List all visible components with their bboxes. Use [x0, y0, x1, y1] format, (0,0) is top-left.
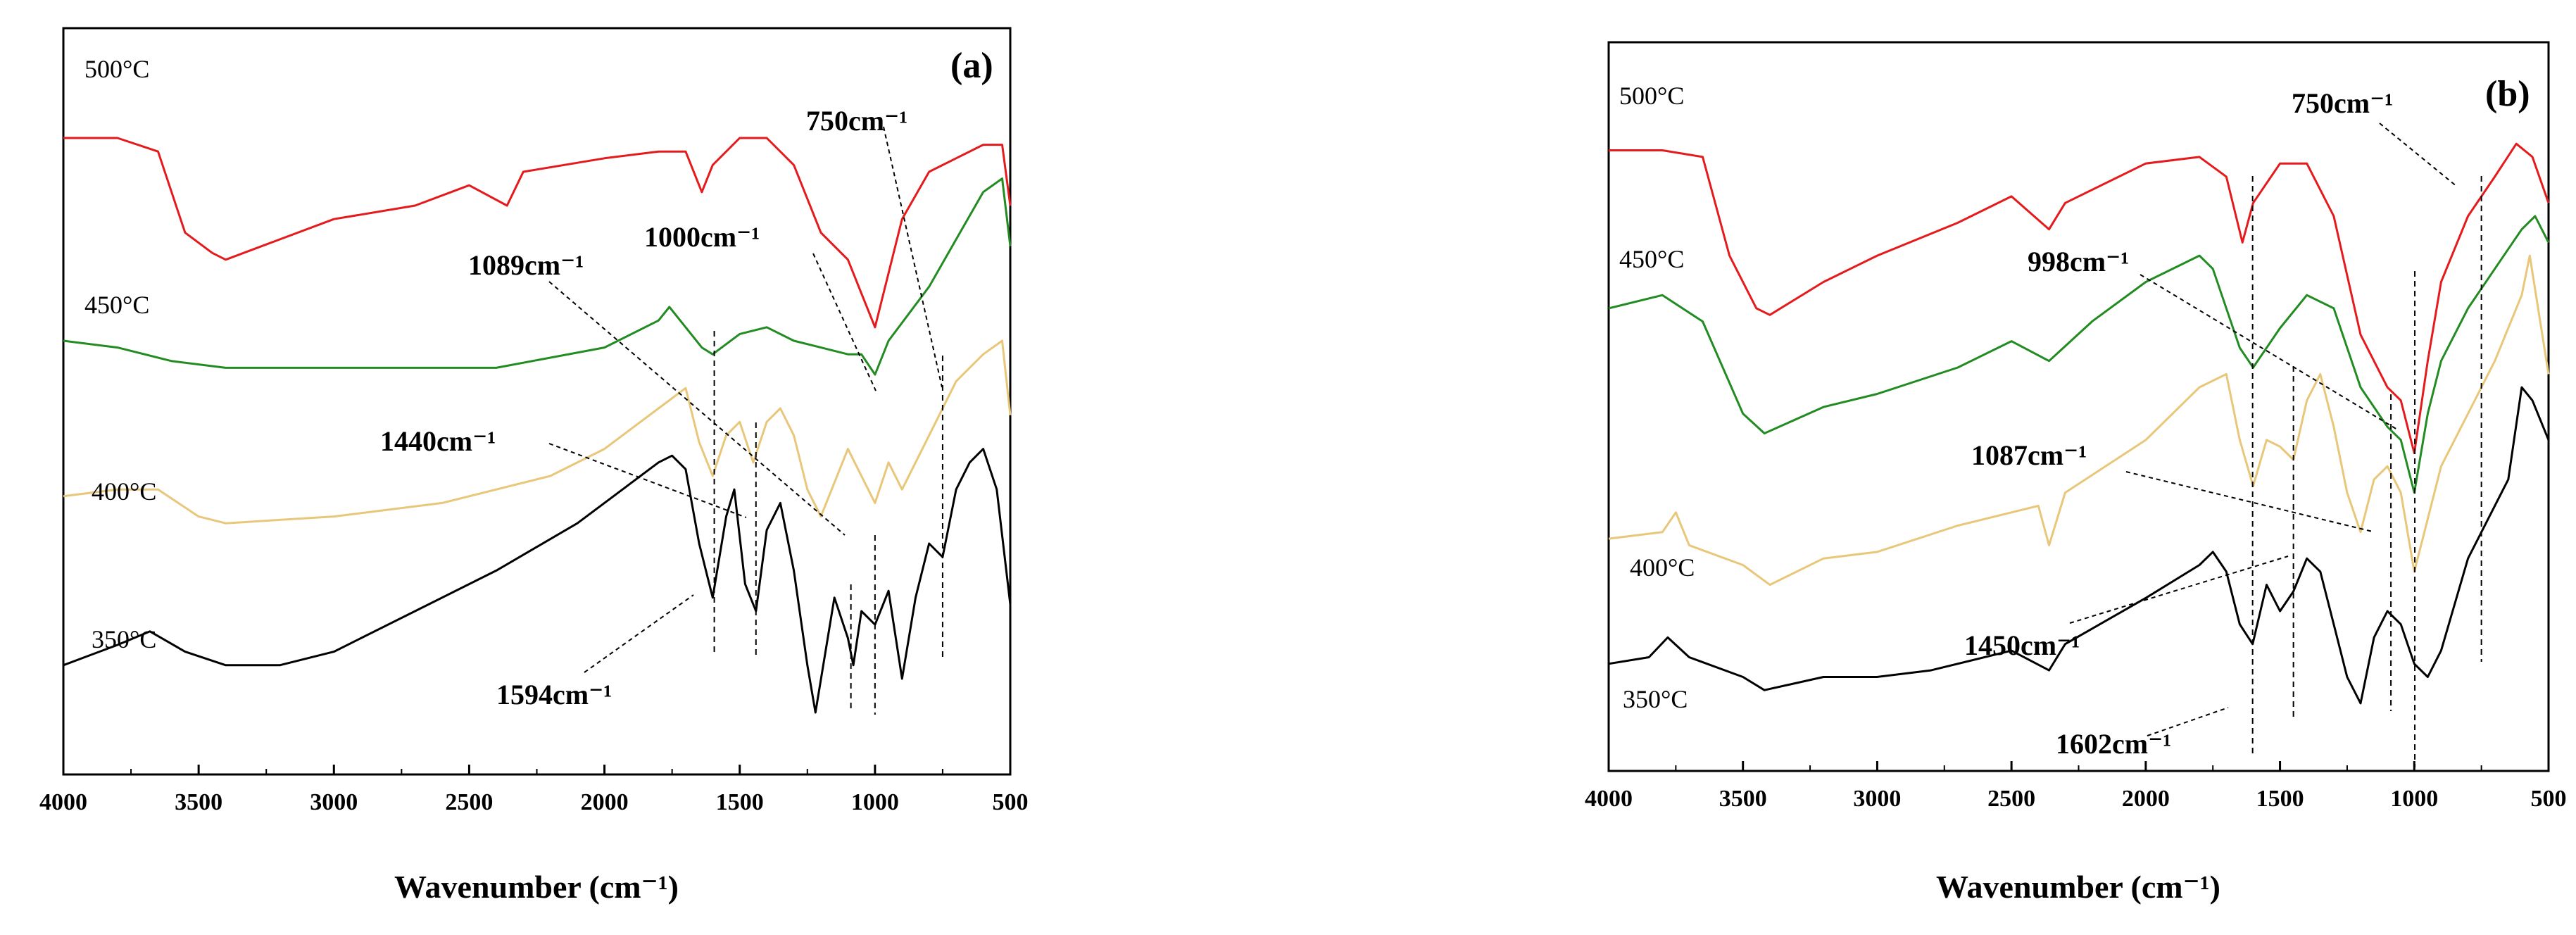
- panel-b-annotation-1087: 1087cm⁻¹: [1971, 439, 2087, 471]
- x-tick-label-500: 500: [993, 789, 1029, 815]
- x-tick-label-2500: 2500: [445, 789, 493, 815]
- x-tick-label-3000: 3000: [310, 789, 358, 815]
- x-tick-label-4000: 4000: [39, 789, 87, 815]
- x-tick-label-3000: 3000: [1853, 786, 1901, 812]
- series-line-500C: [1609, 142, 2550, 455]
- panel-a-arrow-1440: [548, 443, 747, 518]
- panel-a-annotation-1089: 1089cm⁻¹: [468, 249, 584, 281]
- panel-b-series-label-400: 400°C: [1630, 553, 1695, 582]
- panel-b-xlabel: Wavenumber (cm⁻¹): [1936, 869, 2220, 905]
- panel-a-arrow-1089: [548, 281, 846, 536]
- panel-b-letter: (b): [2485, 74, 2530, 114]
- panel-b: 4000 3500 3000 2500 2000 1500 1000 500 (b) Wave…: [1585, 41, 2567, 905]
- panel-b-arrow-1602: [2147, 707, 2229, 736]
- panel-b-series-label-350: 350°C: [1623, 685, 1688, 713]
- series-line-500C: [63, 137, 1012, 329]
- panel-b-annotation-750: 750cm⁻¹: [2292, 87, 2393, 119]
- panel-a-arrows: [548, 126, 943, 673]
- panel-b-series-label-500: 500°C: [1619, 82, 1684, 110]
- x-tick-label-2000: 2000: [2122, 786, 2170, 812]
- panel-b-arrows: [2069, 123, 2458, 736]
- panel-b-arrow-998: [2140, 274, 2398, 430]
- x-tick-label-3500: 3500: [175, 789, 222, 815]
- series-line-450C: [63, 177, 1012, 376]
- panel-b-series: [1608, 142, 2550, 705]
- panel-b-series-label-450: 450°C: [1619, 245, 1684, 273]
- panel-a-series-label-400: 400°C: [92, 477, 156, 506]
- panel-a-ticks: 4000 3500 3000 2500 2000 1500 1000 500: [39, 765, 1029, 815]
- panel-b-annotation-1602: 1602cm⁻¹: [2056, 728, 2171, 760]
- panel-a-series-label-350: 350°C: [92, 625, 156, 653]
- panel-a-arrow-1000: [812, 253, 877, 391]
- panel-b-annotation-1450: 1450cm⁻¹: [1964, 629, 2080, 661]
- panel-a-annotation-1440: 1440cm⁻¹: [380, 425, 496, 457]
- panel-b-guide-lines: [2251, 176, 2482, 767]
- panel-a-arrow-750: [883, 126, 943, 388]
- x-tick-label-2500: 2500: [1987, 786, 2035, 812]
- panel-b-annotation-998: 998cm⁻¹: [2028, 246, 2129, 277]
- panel-a-xlabel: Wavenumber (cm⁻¹): [394, 869, 679, 905]
- x-tick-label-1500: 1500: [716, 789, 764, 815]
- panel-a-annotation-1000: 1000cm⁻¹: [644, 221, 760, 253]
- x-tick-label-1000: 1000: [851, 789, 899, 815]
- panel-a-annotation-750: 750cm⁻¹: [806, 105, 907, 137]
- x-tick-label-1500: 1500: [2256, 786, 2304, 812]
- series-line-350C: [1608, 386, 2550, 705]
- panel-a-annotation-1594: 1594cm⁻¹: [496, 679, 612, 710]
- panel-a: 4000 3500 3000 2500 2000 1500 1000 500 (a) Wave…: [39, 27, 1029, 905]
- x-tick-label-4000: 4000: [1585, 786, 1633, 812]
- panel-b-arrow-750: [2379, 123, 2458, 187]
- x-tick-label-1000: 1000: [2390, 786, 2438, 812]
- panel-b-ticks: 4000 3500 3000 2500 2000 1500 1000 500: [1585, 761, 2567, 812]
- panel-a-guide-lines: [713, 331, 943, 715]
- x-tick-label-2000: 2000: [581, 789, 629, 815]
- panel-b-arrow-1087: [2125, 471, 2373, 532]
- series-line-400C: [1608, 254, 2550, 586]
- x-tick-label-500: 500: [2531, 786, 2567, 812]
- series-line-400C: [63, 339, 1012, 525]
- panel-a-arrow-1594: [584, 594, 694, 673]
- panel-a-series-label-500: 500°C: [84, 55, 149, 83]
- panel-a-letter: (a): [950, 46, 993, 86]
- series-line-450C: [1608, 215, 2550, 494]
- panel-a-series-label-450: 450°C: [84, 291, 149, 319]
- x-tick-label-3500: 3500: [1719, 786, 1767, 812]
